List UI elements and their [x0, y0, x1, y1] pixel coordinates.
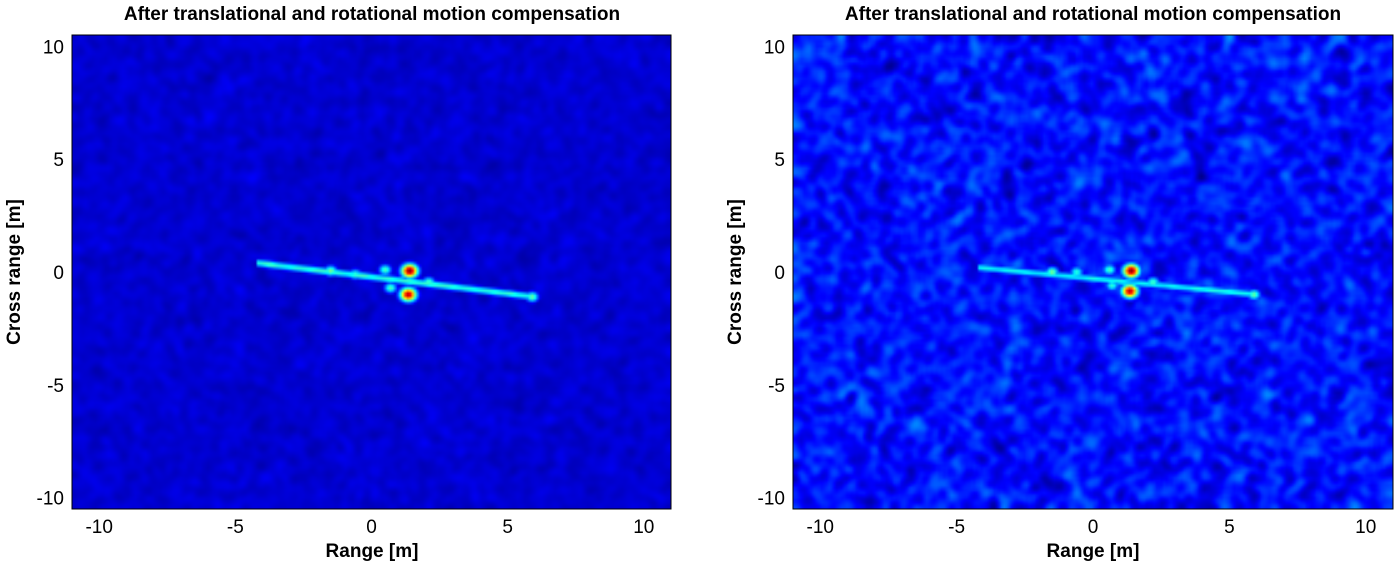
x-tick-label: 0	[366, 517, 377, 538]
y-tick-label: 5	[53, 150, 64, 171]
x-tick-label: 10	[633, 517, 654, 538]
y-tick-label: 10	[764, 37, 785, 58]
y-tick-label: -5	[47, 376, 64, 397]
x-tick-label: 10	[1355, 517, 1376, 538]
y-tick-label: 0	[53, 263, 64, 284]
heatmap-image	[793, 35, 1393, 509]
panel-right: After translational and rotational motio…	[725, 4, 1394, 562]
x-tick-label: -5	[948, 517, 965, 538]
x-tick-label: -5	[227, 517, 244, 538]
x-tick-label: 0	[1088, 517, 1099, 538]
x-tick-labels: -10 -5 0 5 10	[807, 517, 1377, 538]
x-tick-label: -10	[807, 517, 834, 538]
chart-title: After translational and rotational motio…	[124, 4, 620, 25]
heatmap-image	[72, 35, 671, 509]
x-tick-label: -10	[85, 517, 112, 538]
y-tick-label: -5	[768, 376, 785, 397]
plot-frame	[792, 34, 1394, 510]
panel-left: After translational and rotational motio…	[4, 4, 672, 562]
y-axis-label: Cross range [m]	[725, 199, 746, 345]
x-tick-label: 5	[1224, 517, 1235, 538]
y-tick-label: 5	[774, 150, 785, 171]
x-axis-label: Range [m]	[1047, 541, 1140, 562]
y-axis-label: Cross range [m]	[4, 199, 25, 345]
y-tick-label: -10	[758, 489, 785, 510]
y-tick-label: 10	[43, 37, 64, 58]
x-tick-labels: -10 -5 0 5 10	[85, 517, 654, 538]
y-tick-labels: 10 5 0 -5 -10	[758, 37, 785, 509]
x-axis-label: Range [m]	[326, 541, 419, 562]
plot-frame	[71, 34, 672, 510]
y-tick-label: 0	[774, 263, 785, 284]
y-tick-labels: 10 5 0 -5 -10	[37, 37, 64, 509]
y-tick-label: -10	[37, 489, 64, 510]
x-tick-label: 5	[502, 517, 513, 538]
chart-title: After translational and rotational motio…	[845, 4, 1341, 25]
